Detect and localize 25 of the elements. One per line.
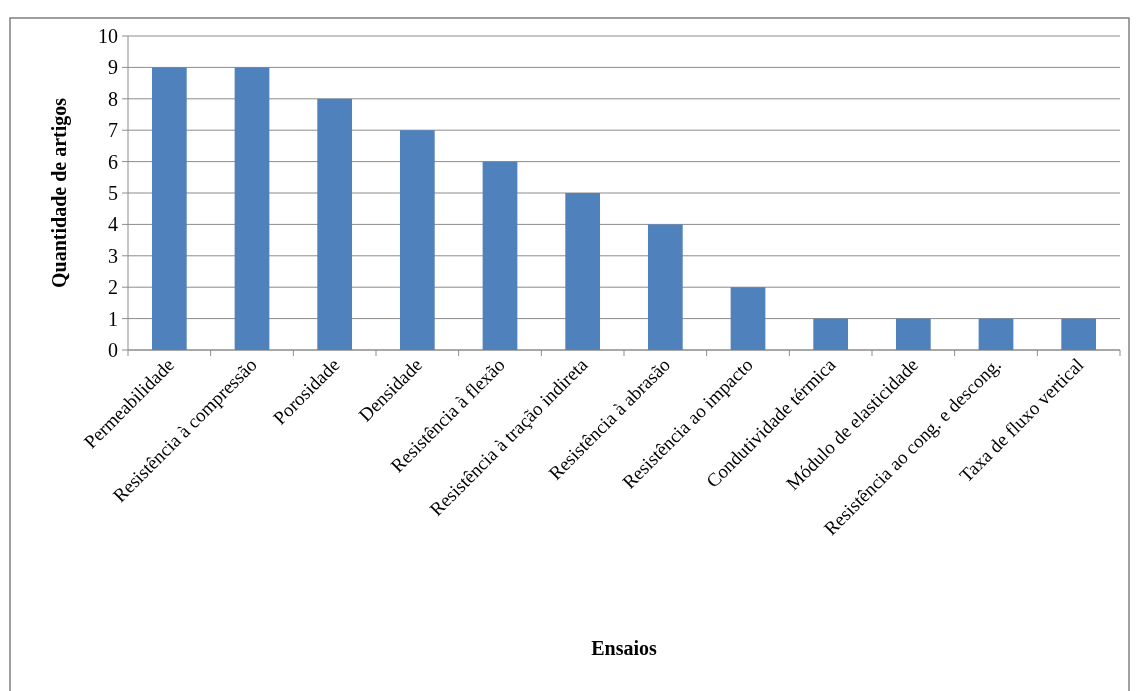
y-tick-label: 4 [108,213,118,236]
bar [399,130,435,350]
bar [151,67,187,350]
bar [565,193,601,350]
bar [730,287,766,350]
x-axis-title: Ensaios [591,637,658,659]
bar [978,318,1014,350]
y-tick-label: 2 [108,276,118,299]
y-tick-label: 10 [98,25,118,47]
bar [647,224,683,350]
y-tick-label: 0 [108,339,118,361]
bar [482,161,518,350]
bar [895,318,931,350]
bar [317,98,353,350]
y-tick-label: 5 [108,182,118,204]
y-tick-label: 8 [108,87,118,110]
bar [1061,318,1097,350]
y-axis-title: Quantidade de artigos [48,97,71,289]
y-tick-label: 1 [108,307,118,330]
bar [813,318,849,350]
bar [234,67,270,350]
y-tick-label: 9 [108,56,118,79]
y-tick-label: 6 [108,150,118,173]
y-tick-label: 3 [108,244,118,267]
y-tick-label: 7 [108,119,118,142]
